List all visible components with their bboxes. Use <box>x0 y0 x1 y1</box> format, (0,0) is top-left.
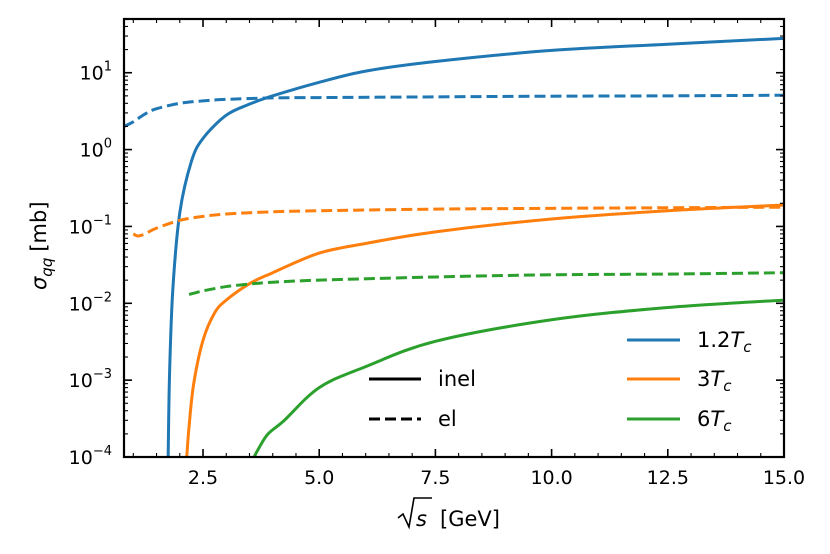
legend-el-label: el <box>438 407 457 431</box>
series-3tc-el <box>132 205 784 238</box>
plot-frame <box>122 17 786 459</box>
series-layer <box>124 36 784 457</box>
legend-styles: inel el <box>369 367 476 431</box>
y-tick-label: 100 <box>80 137 112 162</box>
x-axis-label-unit: [GeV] <box>440 507 500 531</box>
legend-3Tc-label: 3Tc <box>697 367 732 395</box>
x-tick-label: 12.5 <box>647 467 689 489</box>
y-axis-label-unit: [mb] <box>27 201 51 251</box>
legend-1.2Tc-label: 1.2Tc <box>697 328 752 356</box>
y-tick-label: 10−4 <box>69 444 112 469</box>
y-tick-label: 10−3 <box>69 367 112 392</box>
series-6tc-inel <box>252 298 784 457</box>
legend-6Tc-label: 6Tc <box>697 407 732 435</box>
y-axis-label: σqq [mb] <box>27 201 56 290</box>
x-tick-label: 5.0 <box>304 467 334 489</box>
x-axis-label-var: s <box>416 507 427 531</box>
svg-text:σqq[mb]: σqq [mb] <box>27 201 56 290</box>
x-tick-label: 15.0 <box>763 467 805 489</box>
ticks-layer: 2.5 5.0 7.5 10.0 12.5 15.0 10−4 10−3 10−2 10−1 100… <box>69 19 805 489</box>
series-1.2tc-inel <box>166 36 784 457</box>
x-tick-label: 2.5 <box>188 467 218 489</box>
legend-temps: 1.2Tc 3Tc 6Tc <box>627 328 752 435</box>
series-6tc-el <box>188 271 784 296</box>
series-3tc-inel <box>185 203 784 457</box>
x-axis-label: s [GeV] <box>397 497 500 531</box>
x-tick-label: 10.0 <box>530 467 572 489</box>
x-tick-label: 7.5 <box>420 467 450 489</box>
series-1.2tc-el <box>124 93 784 128</box>
y-axis-label-sym: σ <box>27 276 51 290</box>
legend-inel-label: inel <box>438 367 476 391</box>
y-tick-label: 10−2 <box>69 290 112 315</box>
y-axis-label-sub: qq <box>38 258 56 277</box>
y-tick-label: 10−1 <box>69 213 112 238</box>
y-tick-label: 101 <box>80 60 112 85</box>
